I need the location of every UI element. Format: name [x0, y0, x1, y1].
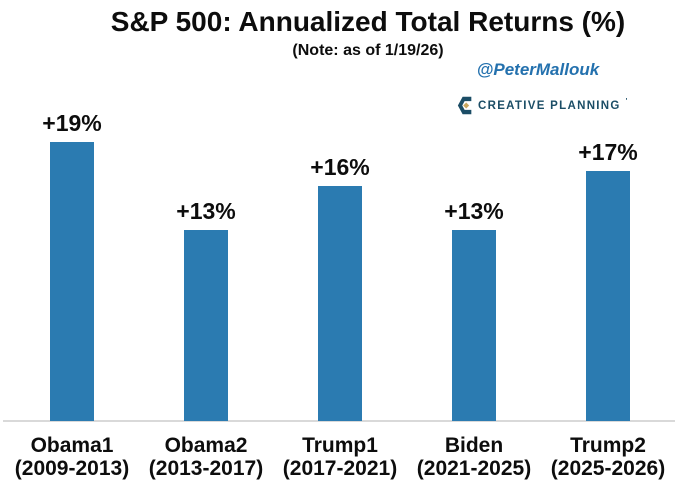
bar-trump1	[318, 186, 362, 421]
brand-name: CREATIVE PLANNING	[478, 99, 621, 112]
bar-trump2	[586, 171, 630, 421]
category-label-obama1: Obama1 (2009-2013)	[5, 434, 139, 480]
x-axis-line	[3, 420, 675, 422]
category-name: Trump1	[302, 434, 378, 457]
category-name: Trump2	[570, 434, 646, 457]
brand-trademark: '	[625, 98, 628, 105]
category-years: (2009-2013)	[14, 457, 130, 480]
category-name: Obama2	[164, 434, 248, 457]
bar-obama2	[184, 230, 228, 421]
category-label-trump1: Trump1 (2017-2021)	[273, 434, 407, 480]
category-label-trump2: Trump2 (2025-2026)	[541, 434, 675, 480]
bar-biden	[452, 230, 496, 421]
category-name: Obama1	[30, 434, 114, 457]
value-label-trump1: +16%	[310, 154, 370, 180]
category-years: (2013-2017)	[148, 457, 264, 480]
category-label-biden: Biden (2021-2025)	[407, 434, 541, 480]
category-label-obama2: Obama2 (2013-2017)	[139, 434, 273, 480]
brand-logo: CREATIVE PLANNING '	[457, 96, 627, 115]
value-label-trump2: +17%	[578, 139, 638, 165]
value-label-obama1: +19%	[42, 110, 102, 136]
bar-obama1	[50, 142, 94, 421]
category-years: (2017-2021)	[282, 457, 398, 480]
creative-planning-c-icon	[457, 96, 472, 115]
category-years: (2021-2025)	[416, 457, 532, 480]
chart-subtitle: (Note: as of 1/19/26)	[292, 42, 444, 59]
chart-title: S&P 500: Annualized Total Returns (%)	[110, 6, 626, 37]
value-label-biden: +13%	[444, 198, 504, 224]
category-years: (2025-2026)	[550, 457, 666, 480]
twitter-handle: @PeterMallouk	[476, 60, 600, 79]
category-name: Biden	[444, 434, 504, 457]
value-label-obama2: +13%	[176, 198, 236, 224]
chart-header: S&P 500: Annualized Total Returns (%) (N…	[56, 4, 680, 60]
